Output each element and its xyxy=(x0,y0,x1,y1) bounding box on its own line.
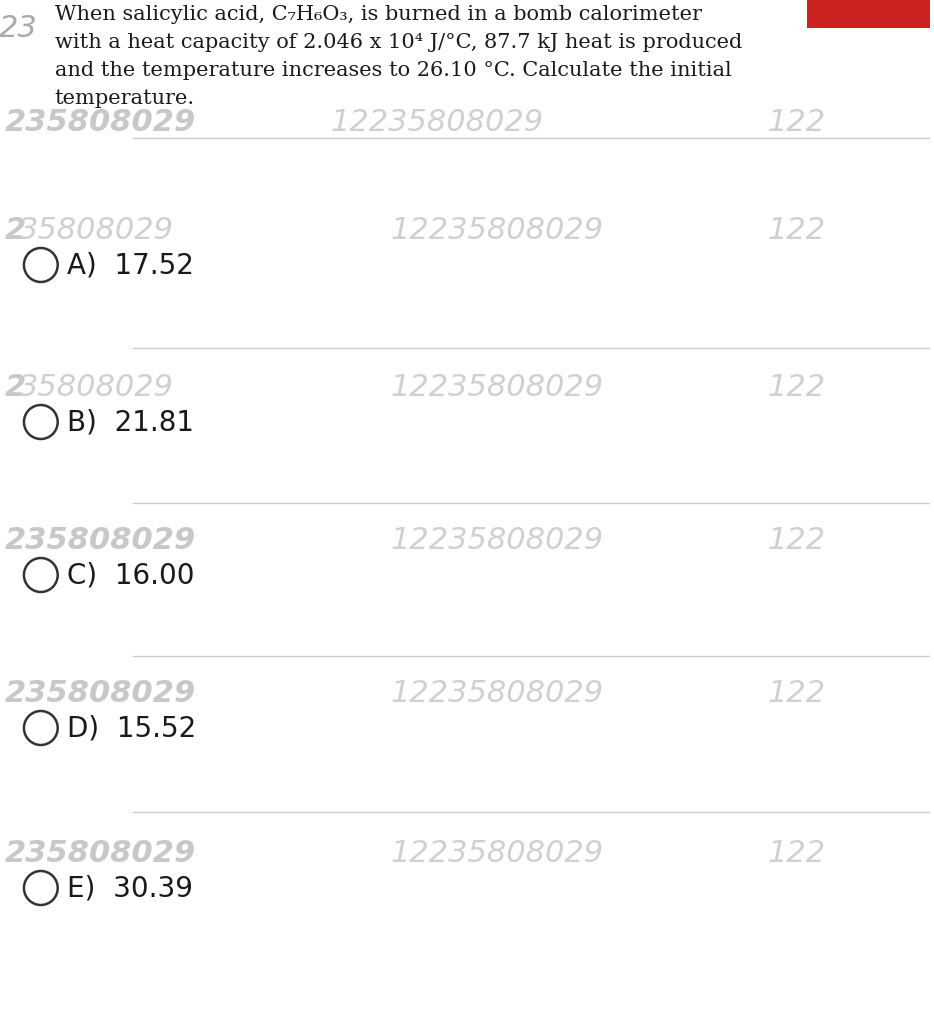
Text: 2: 2 xyxy=(5,216,26,244)
Text: 12235808029: 12235808029 xyxy=(390,525,603,555)
FancyBboxPatch shape xyxy=(807,0,930,28)
Text: 235808029: 235808029 xyxy=(5,525,196,555)
Text: 12235808029: 12235808029 xyxy=(331,107,544,137)
Text: When salicylic acid, C₇H₆O₃, is burned in a bomb calorimeter: When salicylic acid, C₇H₆O₃, is burned i… xyxy=(55,5,701,24)
Text: 122: 122 xyxy=(768,679,826,707)
Text: 35808029: 35808029 xyxy=(19,216,174,244)
Text: 122: 122 xyxy=(768,838,826,868)
Text: 12235808029: 12235808029 xyxy=(390,372,603,402)
Text: E)  30.39: E) 30.39 xyxy=(66,874,192,902)
Text: 122: 122 xyxy=(768,372,826,402)
Text: 235808029: 235808029 xyxy=(5,107,196,137)
Text: 23: 23 xyxy=(0,14,38,43)
Text: 12235808029: 12235808029 xyxy=(390,679,603,707)
Text: and the temperature increases to 26.10 °C. Calculate the initial: and the temperature increases to 26.10 °… xyxy=(55,61,731,80)
Text: 235808029: 235808029 xyxy=(5,679,196,707)
Text: 12235808029: 12235808029 xyxy=(390,216,603,244)
Text: C)  16.00: C) 16.00 xyxy=(66,561,194,589)
Text: 2: 2 xyxy=(5,372,26,402)
Text: temperature.: temperature. xyxy=(55,89,195,108)
Text: 35808029: 35808029 xyxy=(19,372,174,402)
Text: B)  21.81: B) 21.81 xyxy=(66,408,193,436)
Text: D)  15.52: D) 15.52 xyxy=(66,714,196,742)
Text: with a heat capacity of 2.046 x 10⁴ J/°C, 87.7 kJ heat is produced: with a heat capacity of 2.046 x 10⁴ J/°C… xyxy=(55,33,742,52)
Text: 12235808029: 12235808029 xyxy=(390,838,603,868)
Text: 122: 122 xyxy=(768,525,826,555)
Text: 235808029: 235808029 xyxy=(5,838,196,868)
Text: A)  17.52: A) 17.52 xyxy=(66,251,193,279)
Text: 122: 122 xyxy=(768,107,826,137)
Text: 122: 122 xyxy=(768,216,826,244)
